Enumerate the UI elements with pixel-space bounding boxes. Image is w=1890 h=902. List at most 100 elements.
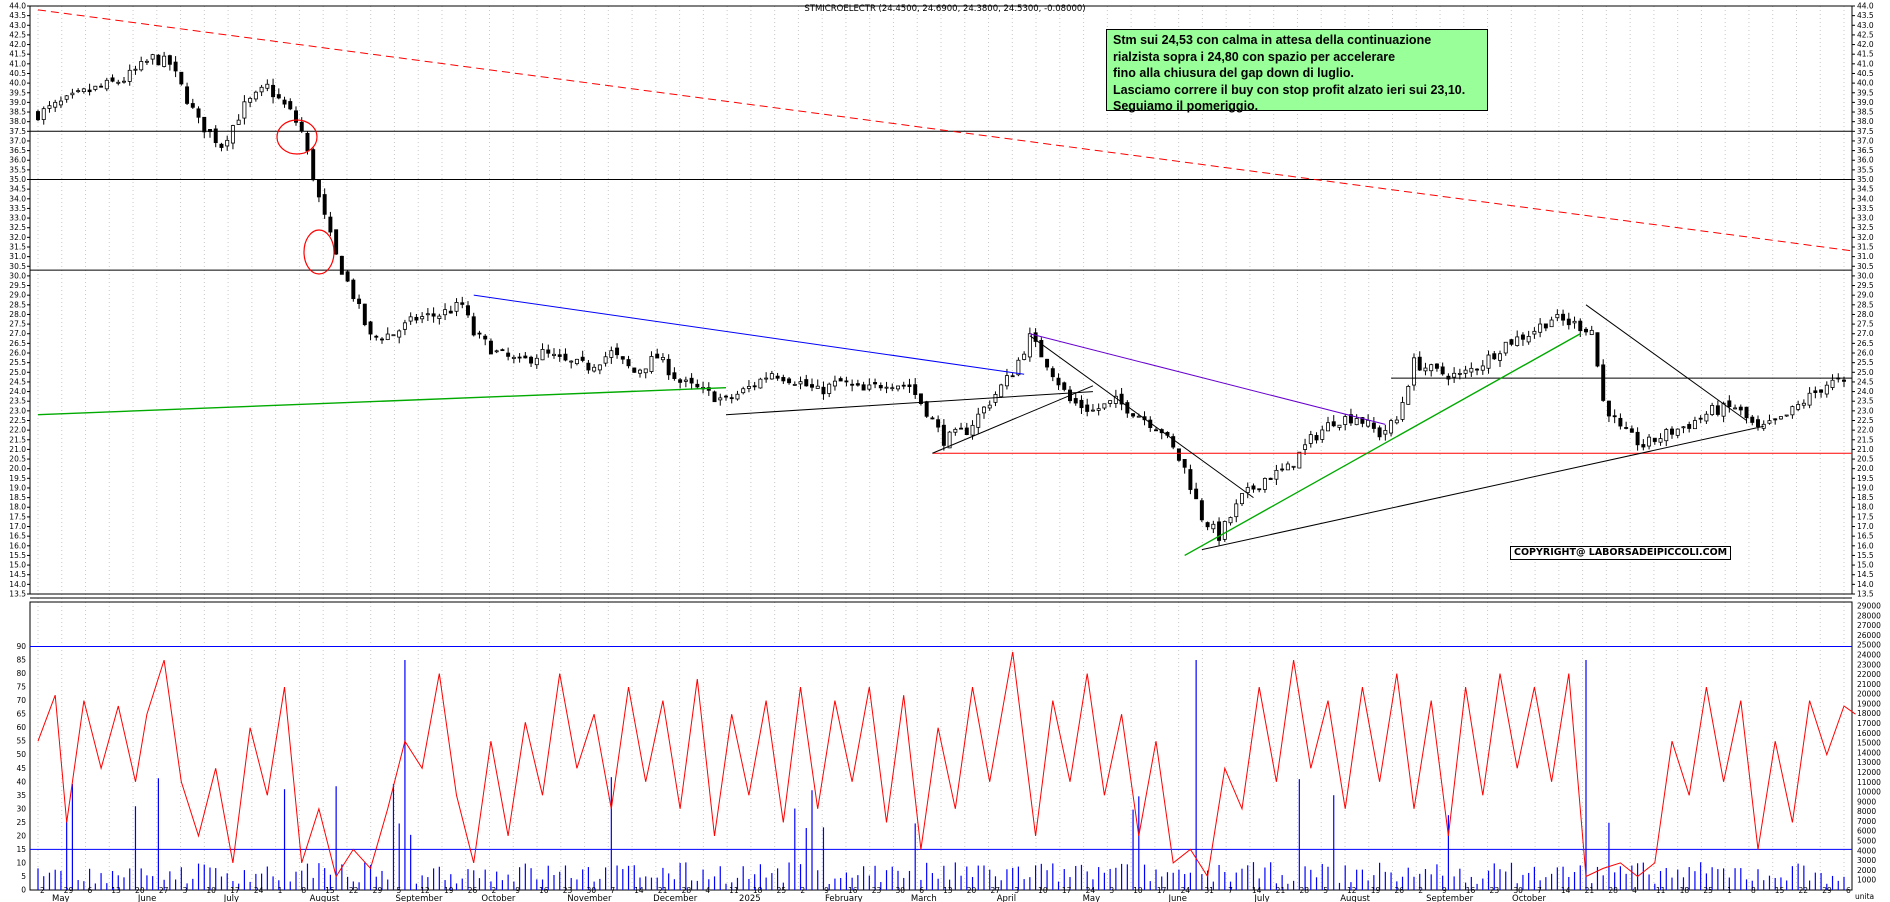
candle-body xyxy=(471,316,476,336)
candle-body xyxy=(1079,399,1084,409)
candle-body xyxy=(1658,438,1663,443)
y-tick-label: 20.0 xyxy=(9,464,26,473)
candle-body xyxy=(466,305,470,316)
y-tick-label: 35.0 xyxy=(9,175,26,184)
candle-body xyxy=(718,397,723,401)
volume-tick-label: 25000 xyxy=(1857,641,1881,650)
candle-body xyxy=(1778,416,1783,420)
candle-body xyxy=(689,377,694,384)
copyright-label: COPYRIGHT@ LABORSADEIPICCOLI.COM xyxy=(1510,546,1732,560)
day-tick-label: 5 xyxy=(396,886,401,895)
candle-body xyxy=(1108,400,1113,404)
day-tick-label: 13 xyxy=(943,886,953,895)
day-tick-label: 22 xyxy=(349,886,359,895)
oscillator-panel-frame xyxy=(29,601,1853,891)
candle-body xyxy=(1045,358,1050,368)
oscillator-tick-label: 75 xyxy=(16,683,26,692)
day-tick-label: 28 xyxy=(1608,886,1618,895)
candle-body xyxy=(53,101,58,108)
volume-tick-label: 28000 xyxy=(1857,611,1881,620)
candle-body xyxy=(873,382,878,385)
day-tick-label: 18 xyxy=(1680,886,1690,895)
candle-body xyxy=(1612,415,1617,418)
day-tick-label: 27 xyxy=(159,886,169,895)
trend-line xyxy=(932,385,1094,454)
day-tick-label: 22 xyxy=(1798,886,1808,895)
day-tick-label: 20 xyxy=(135,886,145,895)
y-tick-label: 23.0 xyxy=(1857,406,1874,415)
month-label: June xyxy=(1167,894,1187,902)
candle-body xyxy=(248,97,253,103)
y-tick-label: 21.0 xyxy=(9,445,26,454)
day-tick-label: 6 xyxy=(1846,886,1851,895)
y-tick-label: 42.0 xyxy=(1857,40,1874,49)
candle-body xyxy=(1131,413,1136,417)
day-tick-label: 4 xyxy=(1632,886,1637,895)
candle-body xyxy=(305,132,310,152)
day-tick-label: 17 xyxy=(230,886,240,895)
candle-body xyxy=(1119,393,1124,405)
candle-body xyxy=(1807,392,1812,406)
month-label: May xyxy=(1083,894,1101,902)
day-tick-label: 29 xyxy=(373,886,383,895)
candle-body xyxy=(1222,521,1227,540)
oscillator-tick-label: 5 xyxy=(21,872,26,881)
volume-tick-label: 5000 xyxy=(1857,837,1876,846)
y-tick-label: 30.5 xyxy=(1857,262,1874,271)
candle-body xyxy=(437,315,442,319)
axes: 2 29 6 13 20 27 3 10 17 24 1 8 15 22 29 5 12 19 26 2 9 16 23 30… xyxy=(9,2,1881,902)
day-tick-label: 1 xyxy=(1727,886,1732,895)
month-label: September xyxy=(1426,894,1473,902)
candle-body xyxy=(162,55,167,67)
y-tick-label: 28.0 xyxy=(9,310,26,319)
candle-body xyxy=(867,384,872,390)
trend-lines xyxy=(30,9,1853,557)
y-tick-label: 31.0 xyxy=(1857,252,1874,261)
candle-body xyxy=(265,83,270,89)
y-tick-label: 29.5 xyxy=(9,281,26,290)
candle-body xyxy=(1572,320,1577,324)
candle-body xyxy=(850,383,855,386)
candle-body xyxy=(219,143,224,148)
candle-body xyxy=(116,81,121,84)
day-tick-label: 16 xyxy=(539,886,549,895)
candle-body xyxy=(1360,417,1365,424)
y-tick-label: 33.0 xyxy=(9,214,26,223)
y-tick-label: 16.5 xyxy=(1857,532,1874,541)
y-tick-label: 43.0 xyxy=(9,21,26,30)
grid xyxy=(37,6,1845,890)
candle-body xyxy=(402,322,407,330)
candle-body xyxy=(1268,477,1273,480)
candle-body xyxy=(477,332,482,335)
candle-body xyxy=(1056,377,1061,386)
candle-body xyxy=(391,334,396,337)
candle-body xyxy=(1090,409,1095,412)
candle-body xyxy=(454,302,459,312)
y-tick-label: 35.0 xyxy=(1857,175,1874,184)
candle-body xyxy=(1549,319,1554,328)
day-tick-label: 3 xyxy=(183,886,188,895)
day-tick-label: 14 xyxy=(1252,886,1262,895)
analysis-note-line: Seguiamo il pomeriggio. xyxy=(1113,99,1259,113)
y-tick-label: 24.0 xyxy=(1857,387,1874,396)
day-tick-label: 9 xyxy=(515,886,520,895)
candle-body xyxy=(1050,368,1055,378)
candle-body xyxy=(1285,463,1290,471)
day-tick-label: 2 xyxy=(1418,886,1423,895)
candle-body xyxy=(1469,367,1474,373)
candle-body xyxy=(529,356,534,364)
day-tick-label: 11 xyxy=(729,886,739,895)
y-tick-label: 44.0 xyxy=(1857,2,1874,11)
volume-tick-label: 21000 xyxy=(1857,680,1881,689)
candle-body xyxy=(1606,400,1611,417)
y-tick-label: 37.0 xyxy=(9,136,26,145)
candle-body xyxy=(230,125,235,144)
day-tick-label: 19 xyxy=(444,886,454,895)
day-tick-label: 7 xyxy=(1228,886,1233,895)
candle-body xyxy=(334,229,339,255)
y-tick-label: 16.0 xyxy=(1857,541,1874,550)
candle-body xyxy=(970,424,975,436)
candle-body xyxy=(1813,390,1818,393)
volume-tick-label: 12000 xyxy=(1857,768,1881,777)
day-tick-label: 14 xyxy=(1561,886,1571,895)
